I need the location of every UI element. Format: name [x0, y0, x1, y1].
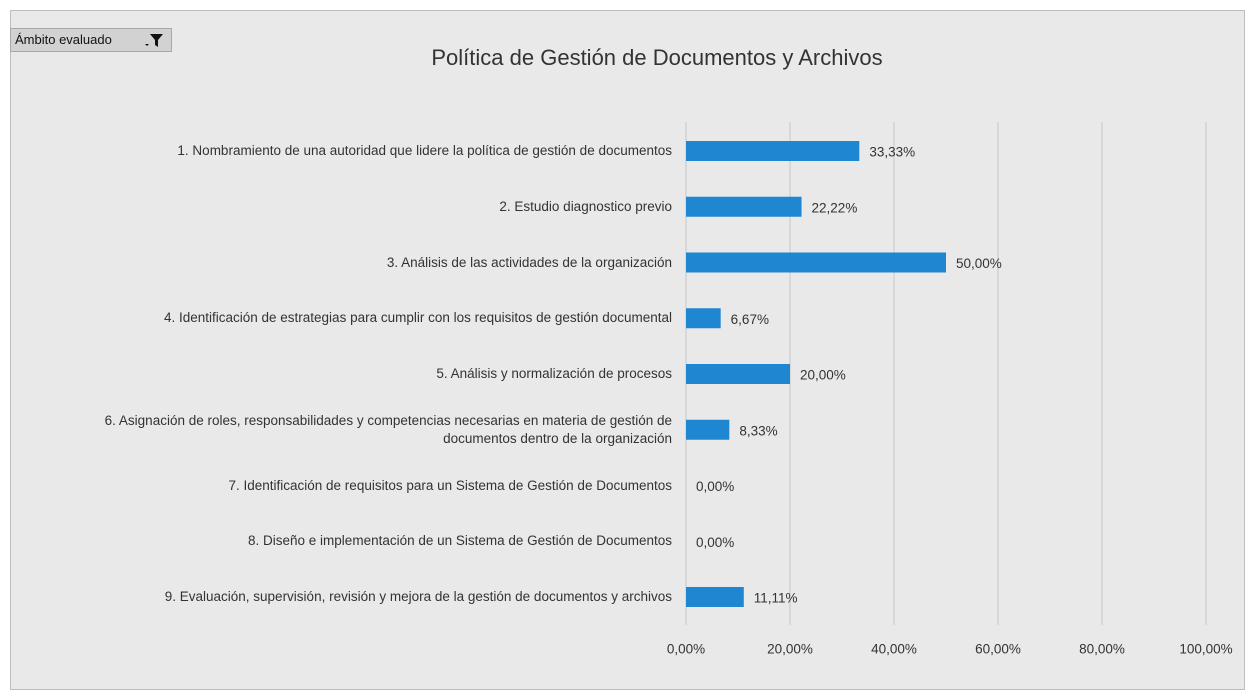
bar: [686, 364, 790, 384]
category-label: 9. Evaluación, supervisión, revisión y m…: [164, 589, 672, 605]
x-tick-label: 60,00%: [975, 642, 1021, 657]
chart-area: [10, 10, 1245, 690]
bar: [686, 196, 802, 217]
category-label: 5. Análisis y normalización de procesos: [436, 366, 672, 382]
bar: [686, 252, 946, 273]
category-label: 7. Identificación de requisitos para un …: [228, 477, 672, 493]
bar: [686, 419, 730, 440]
value-label: 20,00%: [800, 368, 846, 383]
x-tick-label: 100,00%: [1179, 642, 1232, 657]
value-label: 6,67%: [731, 312, 769, 327]
bar: [686, 587, 744, 607]
bar: [686, 141, 860, 161]
filter-button[interactable]: Ámbito evaluado: [10, 28, 172, 52]
category-label: 1. Nombramiento de una autoridad que lid…: [177, 143, 672, 159]
value-label: 22,22%: [812, 200, 858, 215]
value-label: 50,00%: [956, 256, 1002, 271]
value-label: 0,00%: [696, 535, 734, 550]
x-tick-label: 0,00%: [667, 642, 705, 657]
value-label: 33,33%: [869, 145, 915, 160]
filter-icon: [145, 34, 163, 47]
filter-label: Ámbito evaluado: [15, 32, 112, 47]
category-label: 6. Asignación de roles, responsabilidade…: [104, 413, 672, 446]
chart-title: Política de Gestión de Documentos y Arch…: [431, 45, 883, 70]
value-label: 11,11%: [754, 591, 798, 606]
category-label: 3. Análisis de las actividades de la org…: [386, 254, 672, 270]
value-label: 0,00%: [696, 479, 734, 494]
x-tick-label: 40,00%: [871, 642, 917, 657]
category-label: 2. Estudio diagnostico previo: [499, 198, 672, 214]
category-label: 8. Diseño e implementación de un Sistema…: [248, 533, 672, 549]
category-label: 4. Identificación de estrategias para cu…: [163, 310, 672, 326]
x-tick-label: 20,00%: [767, 642, 813, 657]
value-label: 8,33%: [739, 423, 777, 438]
bar: [686, 308, 721, 329]
x-tick-label: 80,00%: [1079, 642, 1125, 657]
